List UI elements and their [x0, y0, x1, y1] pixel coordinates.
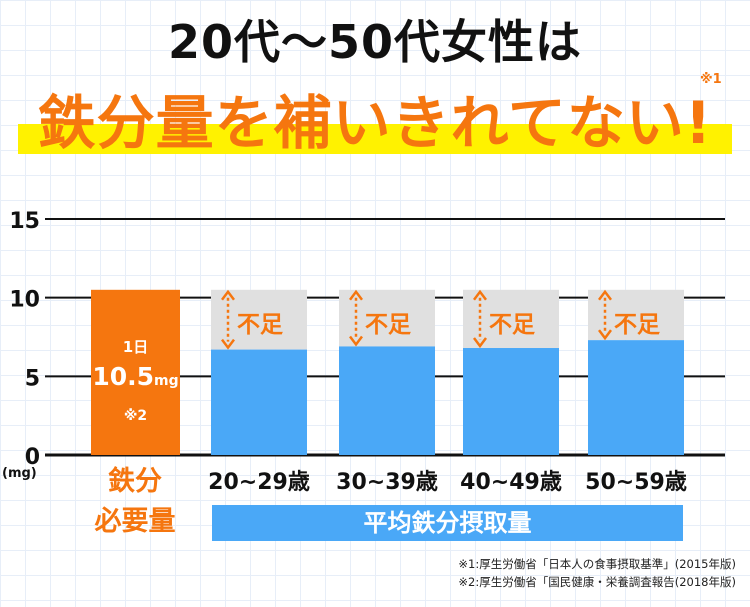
footnote-1: ※1:厚生労働省「日本人の食事摂取基準」(2015年版) — [458, 557, 736, 571]
title-line1: 20代〜50代女性は — [167, 15, 583, 69]
series-label-bar: 平均鉄分摂取量 — [212, 505, 683, 541]
arrow-head-down — [473, 337, 487, 349]
y-tick-label: 5 — [25, 366, 40, 391]
intake-bar — [211, 349, 307, 455]
y-tick-label: 15 — [9, 209, 40, 234]
x-category-label: 20~29歳 — [208, 470, 310, 495]
requirement-label-line1: 鉄分 — [108, 466, 162, 497]
arrow-head-down — [598, 329, 612, 341]
arrow-head-down — [349, 335, 363, 347]
shortfall-label: 不足 — [365, 312, 411, 338]
arrow-head-down — [221, 338, 235, 350]
title-highlight — [18, 124, 732, 154]
requirement-category-label: 鉄分 必要量 — [70, 462, 200, 542]
requirement-label-top: 1日 — [123, 338, 148, 356]
requirement-value-label: 10.5mg — [92, 362, 178, 391]
y-tick-label: 0 — [25, 445, 40, 470]
requirement-bar — [91, 289, 180, 455]
y-tick-label: 10 — [9, 288, 40, 313]
requirement-label-line2: 必要量 — [94, 506, 176, 537]
intake-bar — [339, 346, 435, 455]
footnote-2: ※2:厚生労働省「国民健康・栄養調査報告(2018年版) — [458, 575, 736, 589]
y-unit-label: (mg) — [2, 466, 37, 481]
intake-bar — [588, 340, 684, 455]
x-category-label: 40~49歳 — [460, 470, 562, 495]
x-category-label: 50~59歳 — [585, 470, 687, 495]
requirement-note: ※2 — [124, 408, 147, 424]
title-note: ※1 — [700, 72, 722, 87]
title-line2: 鉄分量を補いきれてない! — [37, 89, 713, 157]
arrow-head-up — [221, 289, 235, 301]
arrow-head-up — [473, 289, 487, 301]
shortfall-label: 不足 — [489, 312, 535, 338]
footnotes: ※1:厚生労働省「日本人の食事摂取基準」(2015年版) ※2:厚生労働省「国民… — [458, 555, 736, 591]
shortfall-label: 不足 — [614, 312, 660, 338]
arrow-head-up — [598, 289, 612, 301]
intake-bar — [463, 348, 559, 455]
x-category-label: 30~39歳 — [336, 470, 438, 495]
shortfall-label: 不足 — [237, 312, 283, 338]
arrow-head-up — [349, 289, 363, 301]
